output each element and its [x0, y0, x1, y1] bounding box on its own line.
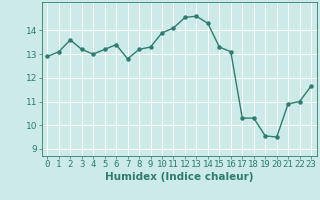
- X-axis label: Humidex (Indice chaleur): Humidex (Indice chaleur): [105, 172, 253, 182]
